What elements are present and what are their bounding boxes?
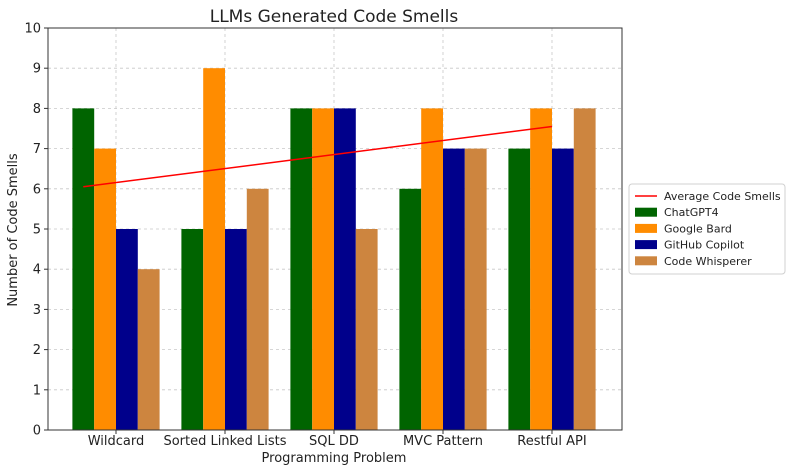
y-tick-label: 9 bbox=[33, 62, 41, 77]
x-tick-label: Sorted Linked Lists bbox=[163, 434, 286, 449]
bar bbox=[72, 108, 95, 431]
bar bbox=[464, 148, 487, 430]
legend-label: Google Bard bbox=[664, 222, 732, 235]
bar bbox=[116, 229, 138, 430]
bar bbox=[225, 229, 247, 430]
bar bbox=[530, 108, 552, 431]
bar bbox=[552, 148, 574, 430]
legend-label: Average Code Smells bbox=[664, 190, 781, 203]
axes bbox=[44, 27, 623, 434]
y-tick-label: 1 bbox=[33, 383, 41, 398]
legend-swatch bbox=[635, 240, 657, 250]
legend-swatch bbox=[635, 256, 657, 266]
chart-title: LLMs Generated Code Smells bbox=[210, 7, 459, 27]
bar bbox=[246, 188, 269, 430]
bar bbox=[181, 229, 204, 430]
bar bbox=[203, 68, 225, 430]
y-tick-label: 5 bbox=[33, 223, 41, 238]
x-tick-label: Restful API bbox=[517, 434, 586, 449]
legend-swatch bbox=[635, 207, 657, 217]
bar bbox=[94, 148, 116, 430]
y-tick-label: 0 bbox=[33, 424, 41, 439]
legend-label: ChatGPT4 bbox=[664, 206, 719, 219]
legend-label: Code Whisperer bbox=[664, 255, 752, 268]
y-tick-label: 2 bbox=[33, 343, 41, 358]
bar bbox=[573, 108, 596, 431]
tick-labels: 0 1 2 3 4 5 6 7 8 9 10 Wildcard Sorted Linked Lists S… bbox=[24, 22, 586, 450]
y-tick-label: 8 bbox=[33, 102, 41, 117]
y-tick-label: 6 bbox=[33, 182, 41, 197]
bar bbox=[137, 269, 160, 430]
average-line-layer bbox=[83, 125, 553, 188]
bar bbox=[443, 148, 465, 430]
x-tick-label: SQL DD bbox=[309, 434, 359, 449]
legend-swatch bbox=[635, 223, 657, 233]
legend-label: GitHub Copilot bbox=[664, 239, 745, 252]
x-tick-label: MVC Pattern bbox=[403, 434, 483, 449]
legend-box bbox=[628, 183, 786, 275]
average-line bbox=[83, 125, 553, 188]
y-tick-label: 10 bbox=[24, 22, 41, 37]
bar bbox=[421, 108, 443, 431]
plot-frame bbox=[47, 27, 623, 431]
bars bbox=[72, 68, 596, 431]
y-tick-label: 3 bbox=[33, 303, 41, 318]
bar bbox=[508, 148, 531, 430]
legend: Average Code Smells ChatGPT4 Google Bard Gi… bbox=[628, 183, 786, 275]
y-tick-label: 4 bbox=[33, 263, 41, 278]
x-tick-label: Wildcard bbox=[88, 434, 145, 449]
bar bbox=[355, 229, 378, 430]
bar bbox=[334, 108, 356, 431]
y-axis-title: Number of Code Smells bbox=[6, 153, 21, 307]
x-axis-title: Programming Problem bbox=[262, 451, 407, 466]
bar bbox=[312, 108, 334, 431]
y-tick-label: 7 bbox=[33, 142, 41, 157]
bar bbox=[290, 108, 313, 431]
bar bbox=[399, 188, 422, 430]
